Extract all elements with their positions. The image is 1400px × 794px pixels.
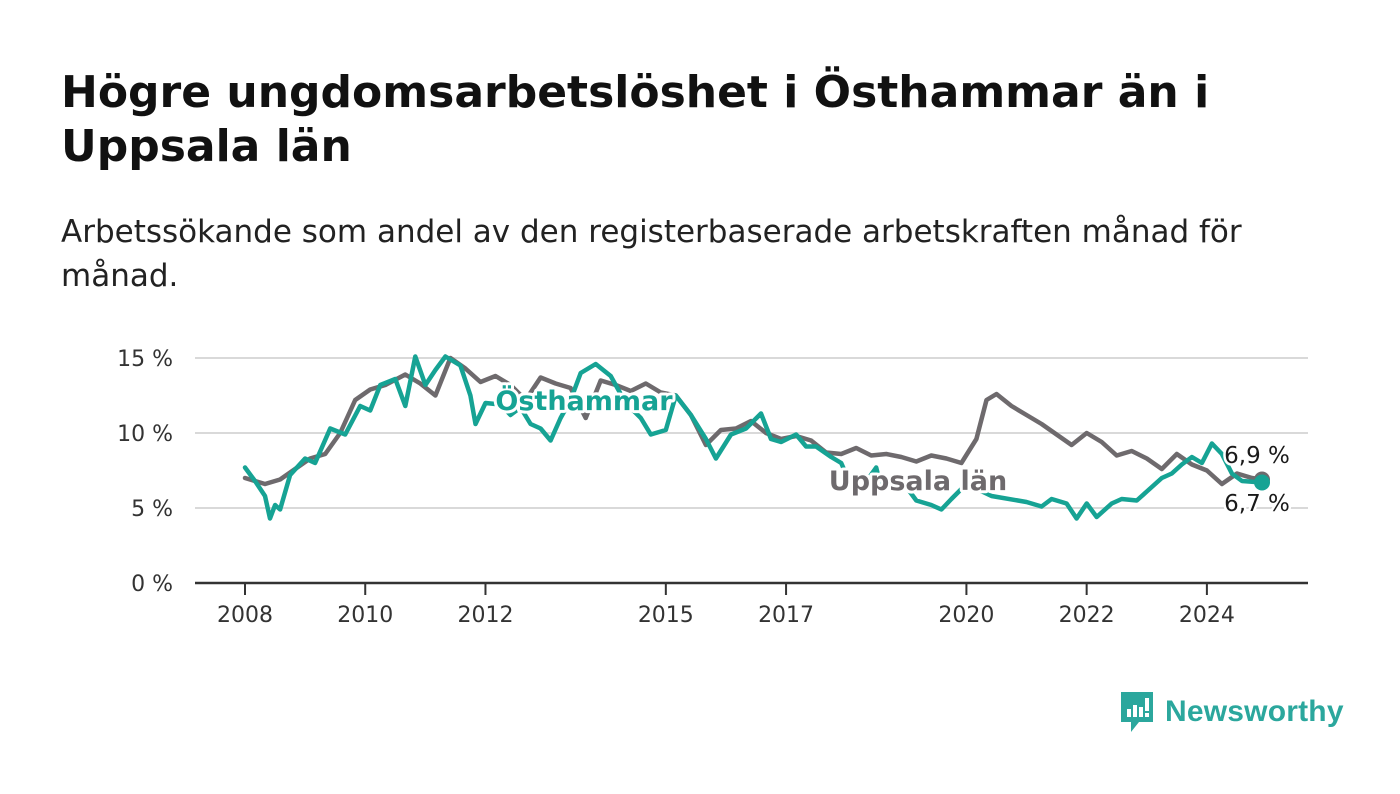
brand-name: Newsworthy [1165,695,1344,728]
end-value-label: 6,7 % [1224,491,1290,517]
y-tick-label: 5 % [131,497,173,522]
series-label: Uppsala län [829,466,1007,497]
x-tick-label: 2012 [457,603,513,628]
x-tick-label: 2017 [758,603,814,628]
series-line-osthammar [242,354,1265,521]
series-end-marker [1254,474,1270,491]
chart-title: Högre ungdomsarbetslöshet i Östhammar än… [61,67,1210,172]
x-tick-label: 2015 [638,603,694,628]
y-tick-label: 10 % [117,422,173,447]
y-tick-label: 0 % [131,572,173,597]
chart-subtitle: Arbetssökande som andel av den registerb… [61,214,1242,294]
y-tick-label: 15 % [117,347,173,372]
series-label: Östhammar [495,384,673,417]
newsworthy-icon [1121,692,1153,732]
x-tick-label: 2010 [337,603,393,628]
series-line-uppsala-lan [242,355,1265,487]
x-tick-label: 2022 [1059,603,1115,628]
end-value-label: 6,9 % [1224,443,1290,469]
newsworthy-logo: Newsworthy [1119,690,1344,734]
x-tick-label: 2008 [217,603,273,628]
x-tick-label: 2024 [1179,603,1235,628]
x-tick-label: 2020 [938,603,994,628]
